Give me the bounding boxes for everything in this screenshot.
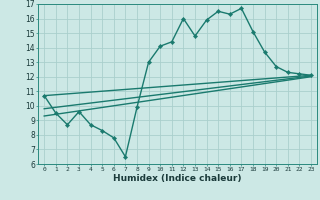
X-axis label: Humidex (Indice chaleur): Humidex (Indice chaleur) bbox=[113, 174, 242, 183]
